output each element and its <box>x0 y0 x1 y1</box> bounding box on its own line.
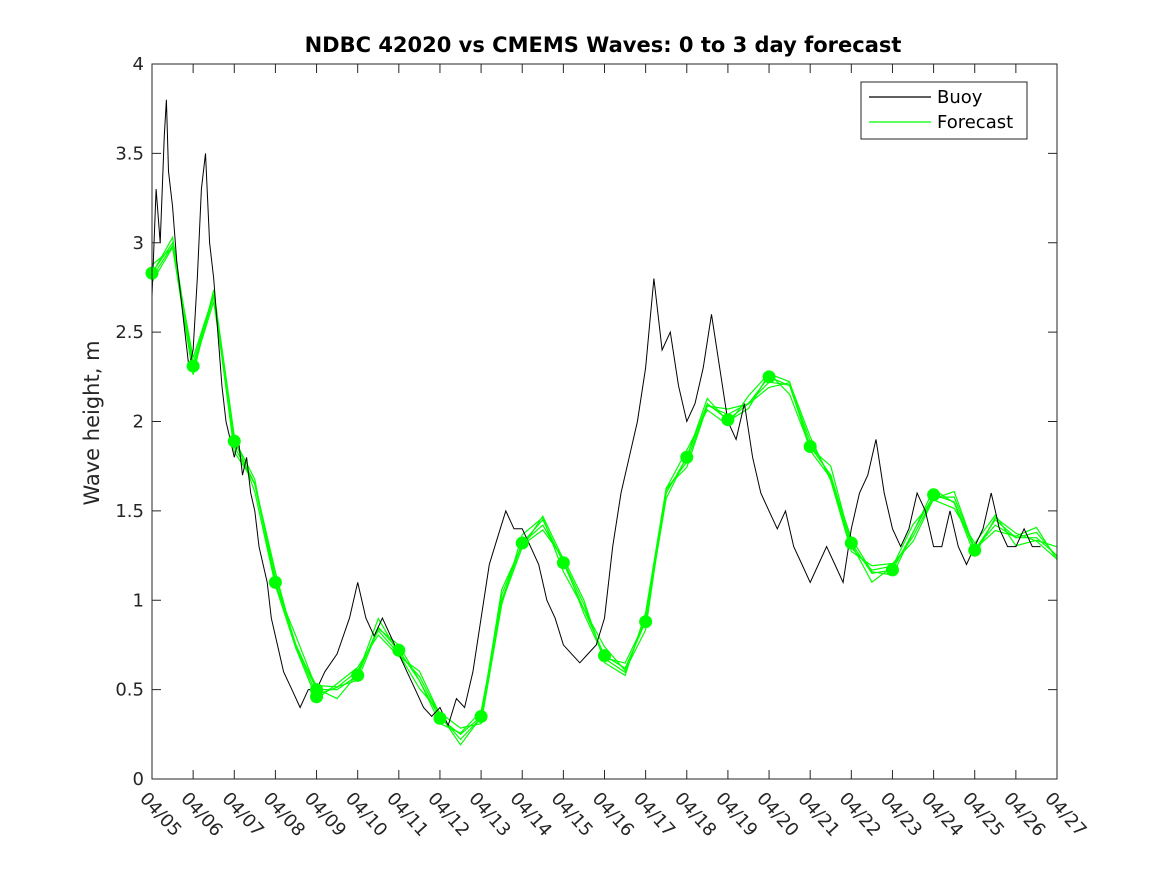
forecast-start-marker <box>803 440 817 454</box>
legend-box <box>860 81 1028 140</box>
forecast-start-marker <box>474 709 488 723</box>
plot-area <box>145 99 1058 746</box>
forecast-start-marker <box>515 536 529 550</box>
chart-title: NDBC 42020 vs CMEMS Waves: 0 to 3 day fo… <box>305 33 902 57</box>
forecast-start-marker <box>968 543 982 557</box>
forecast-start-marker <box>680 450 694 464</box>
buoy-series-line <box>151 99 1041 727</box>
y-tick-label: 4 <box>133 54 144 75</box>
forecast-start-marker <box>310 690 324 704</box>
forecast-start-marker <box>885 563 899 577</box>
y-tick-label: 0.5 <box>115 680 144 701</box>
y-tick-label: 1.5 <box>115 501 144 522</box>
y-tick-label: 0 <box>133 769 144 790</box>
legend-label: Forecast <box>937 112 1013 133</box>
forecast-start-marker <box>433 711 447 725</box>
y-tick-label: 3.5 <box>115 143 144 164</box>
forecast-start-marker <box>268 575 282 589</box>
forecast-start-marker <box>227 434 241 448</box>
y-axis: 0 0.5 1 1.5 2 2.5 3 3.5 4 <box>115 54 1057 790</box>
y-tick-label: 1 <box>133 590 144 611</box>
y-axis-label: Wave height, m <box>80 340 104 505</box>
forecast-start-marker <box>351 668 365 682</box>
forecast-start-marker <box>556 556 570 570</box>
forecast-start-marker <box>721 413 735 427</box>
forecast-start-marker <box>392 643 406 657</box>
forecast-start-marker <box>639 615 653 629</box>
forecast-start-marker <box>927 488 941 502</box>
legend: Buoy Forecast <box>860 81 1028 140</box>
forecast-start-marker <box>186 359 200 373</box>
forecast-start-marker <box>844 536 858 550</box>
forecast-start-marker <box>762 370 776 384</box>
y-tick-label: 2.5 <box>115 322 144 343</box>
y-tick-label: 2 <box>133 412 144 433</box>
forecast-start-marker <box>598 649 611 663</box>
forecast-series-line <box>151 245 1058 746</box>
y-tick-label: 3 <box>133 233 144 254</box>
forecast-series-line <box>151 246 1058 729</box>
legend-label: Buoy <box>937 87 983 108</box>
